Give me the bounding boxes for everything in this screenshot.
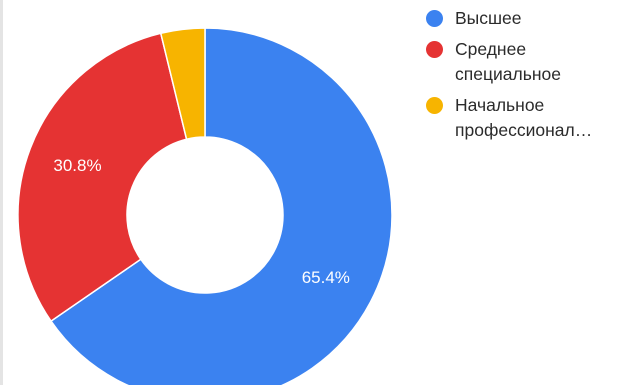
slice-label-0: 65.4% [302, 268, 350, 287]
slice-2[interactable] [159, 27, 206, 141]
legend-swatch-0 [426, 10, 443, 27]
slices-group [17, 27, 393, 385]
legend-item-2[interactable]: Начальное профессионал… [426, 93, 616, 143]
left-border [0, 0, 3, 385]
legend-label-2: Начальное профессионал… [455, 95, 593, 140]
legend-item-0[interactable]: Высшее [426, 6, 616, 31]
legend-item-1[interactable]: Среднее специальное [426, 37, 616, 87]
legend-label-1: Среднее специальное [455, 39, 561, 84]
legend-swatch-2 [426, 97, 443, 114]
slice-0[interactable] [49, 27, 393, 385]
slice-1[interactable] [17, 32, 188, 323]
legend-label-0: Высшее [455, 8, 522, 28]
labels-group: 65.4% 30.8% [53, 156, 350, 287]
legend-swatch-1 [426, 41, 443, 58]
slice-label-1: 30.8% [53, 156, 101, 175]
legend: Высшее Среднее специальное Начальное про… [426, 6, 616, 149]
